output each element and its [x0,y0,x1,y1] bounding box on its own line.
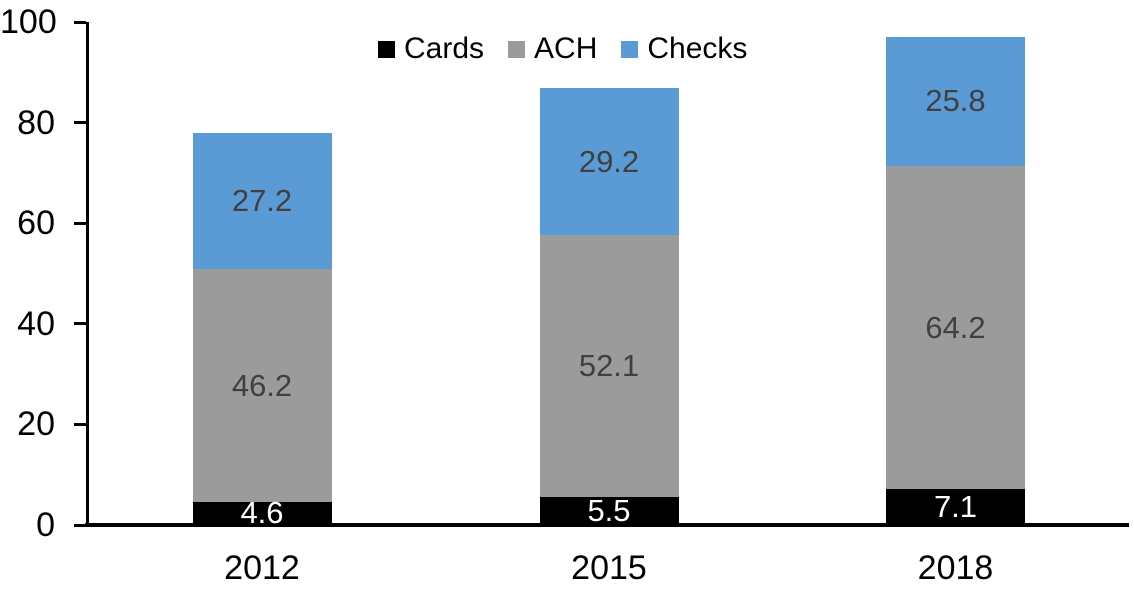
legend-label-cards: Cards [404,32,485,65]
x-axis-label-2012: 2012 [224,549,300,587]
bar-segment-checks-2018 [886,36,1025,167]
bar-value-label-cards-2018: 7.1 [933,489,978,525]
bar-value-label-cards-2015: 5.5 [587,493,631,529]
bar-value-label-checks-2012: 27.2 [231,183,293,219]
legend-item-checks: Checks [621,32,747,66]
bar-segment-ach-2018 [886,166,1025,490]
bar-value-label-checks-2015: 29.2 [578,143,640,179]
y-tick-label: 80 [17,103,55,142]
y-axis-line [86,22,89,527]
bar-segment-checks-2015 [539,88,679,236]
y-tick-label: 0 [36,506,55,544]
bar-segment-cards-2012 [192,501,332,525]
bar-segment-cards-2018 [886,489,1025,525]
bar-value-label-checks-2018: 25.8 [925,83,986,119]
chart-legend: Cards ACH Checks [378,32,747,66]
y-tick-mark [74,221,86,225]
legend-swatch-checks [621,40,639,58]
bar-value-label-ach-2012: 46.2 [231,367,293,403]
legend-item-cards: Cards [378,32,484,66]
legend-label-ach: ACH [534,32,598,65]
x-axis-line [85,523,1129,527]
y-tick-label: 40 [17,304,55,343]
y-tick-label: 60 [17,204,55,243]
y-tick-mark [74,20,86,24]
bar-segment-ach-2015 [539,235,679,498]
legend-label-checks: Checks [647,32,748,65]
bar-segment-ach-2012 [192,269,332,502]
bar-value-label-ach-2015: 52.1 [578,348,640,384]
legend-swatch-ach [508,40,526,58]
x-axis-label-2015: 2015 [571,549,647,587]
bar-segment-cards-2015 [539,497,679,525]
y-tick-label: 100 [0,3,57,41]
bar-value-label-cards-2012: 4.6 [240,495,284,531]
bar-value-label-ach-2018: 64.2 [925,309,986,345]
y-tick-mark [74,322,86,326]
y-tick-label: 20 [17,405,55,444]
bar-segment-checks-2012 [192,132,332,270]
y-tick-mark [74,121,86,125]
y-tick-mark [74,523,86,527]
legend-item-ach: ACH [508,32,597,66]
legend-swatch-cards [378,40,395,58]
x-axis-label-2018: 2018 [917,549,994,587]
y-tick-mark [74,422,86,426]
